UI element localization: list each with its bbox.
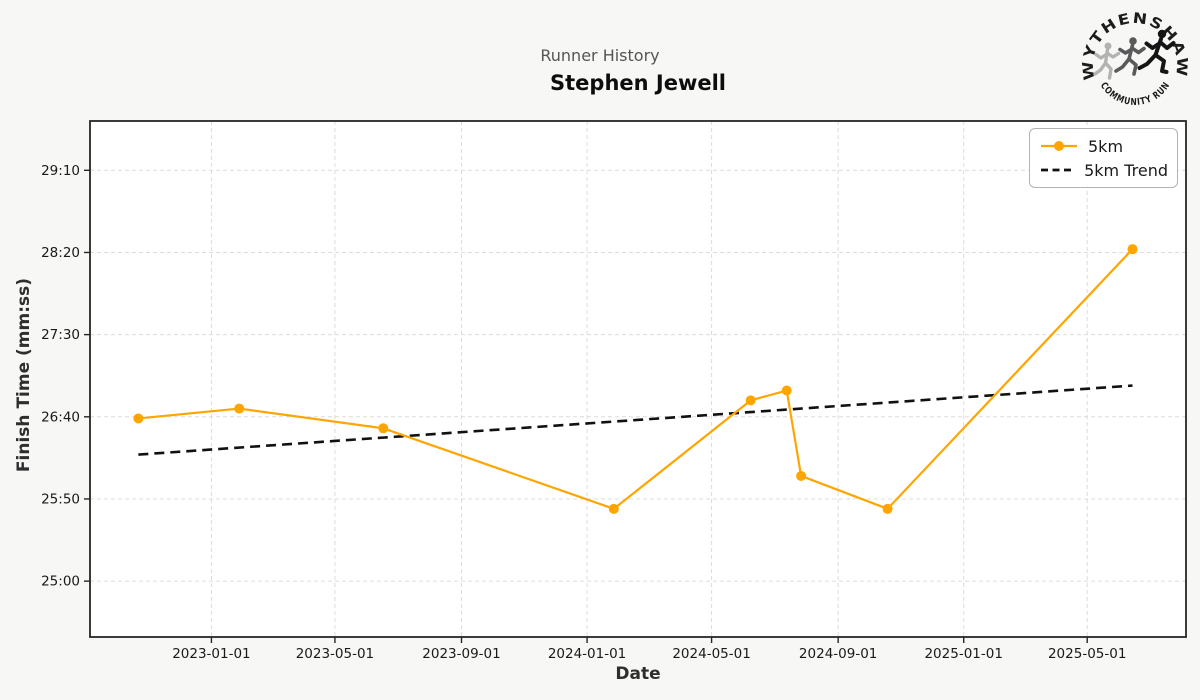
x-tick-label: 2024-05-01 [672,646,750,662]
wythenshawe-logo: WYTHENSHAWE COMMUNITY RUN [1080,10,1188,108]
y-tick-label: 26:40 [41,409,80,425]
x-tick-label: 2025-05-01 [1048,646,1126,662]
data-point-marker [133,413,144,424]
logo-bottom-text: COMMUNITY RUN [1098,80,1172,108]
data-point-marker [882,503,893,514]
trend-line-5km [138,384,1133,456]
dashed-line-swatch-icon [1041,168,1076,172]
plot-background [90,121,1186,637]
legend-item-5km-trend: 5km Trend [1039,158,1168,182]
runner-silhouette-icon [1093,42,1121,80]
data-point-marker [745,395,756,406]
x-tick-label: 2024-01-01 [548,646,626,662]
legend: 5km 5km Trend [1029,128,1178,188]
chart-suptitle: Runner History [540,46,660,65]
legend-item-5km: 5km [1039,134,1168,158]
x-tick-label: 2024-09-01 [799,646,877,662]
x-tick-label: 2025-01-01 [924,646,1002,662]
data-point-marker [378,423,389,434]
data-point-marker [608,503,619,514]
runner-name-title: Stephen Jewell [550,71,726,95]
legend-label-5km: 5km [1088,136,1124,156]
y-tick-label: 25:50 [41,491,80,507]
data-point-marker [234,403,245,414]
runner-silhouette-icon [1114,37,1146,76]
y-tick-label: 29:10 [41,163,80,179]
runner-silhouette-icon [1137,29,1176,74]
data-point-marker [796,470,807,481]
data-point-marker [781,385,792,396]
x-tick-label: 2023-05-01 [296,646,374,662]
solid-line-marker-swatch-icon [1041,141,1077,151]
y-tick-label: 28:20 [41,245,80,261]
x-axis-label: Date [615,664,661,684]
plot-border [89,120,1187,638]
x-tick-label: 2023-09-01 [422,646,500,662]
y-tick-label: 25:00 [41,574,80,590]
x-tick-label: 2023-01-01 [172,646,250,662]
y-axis-label: Finish Time (mm:ss) [14,277,34,473]
y-tick-label: 27:30 [41,327,80,343]
svg-text:COMMUNITY RUN: COMMUNITY RUN [1098,80,1173,108]
legend-label-5km-trend: 5km Trend [1084,160,1168,180]
data-point-marker [1127,244,1138,255]
